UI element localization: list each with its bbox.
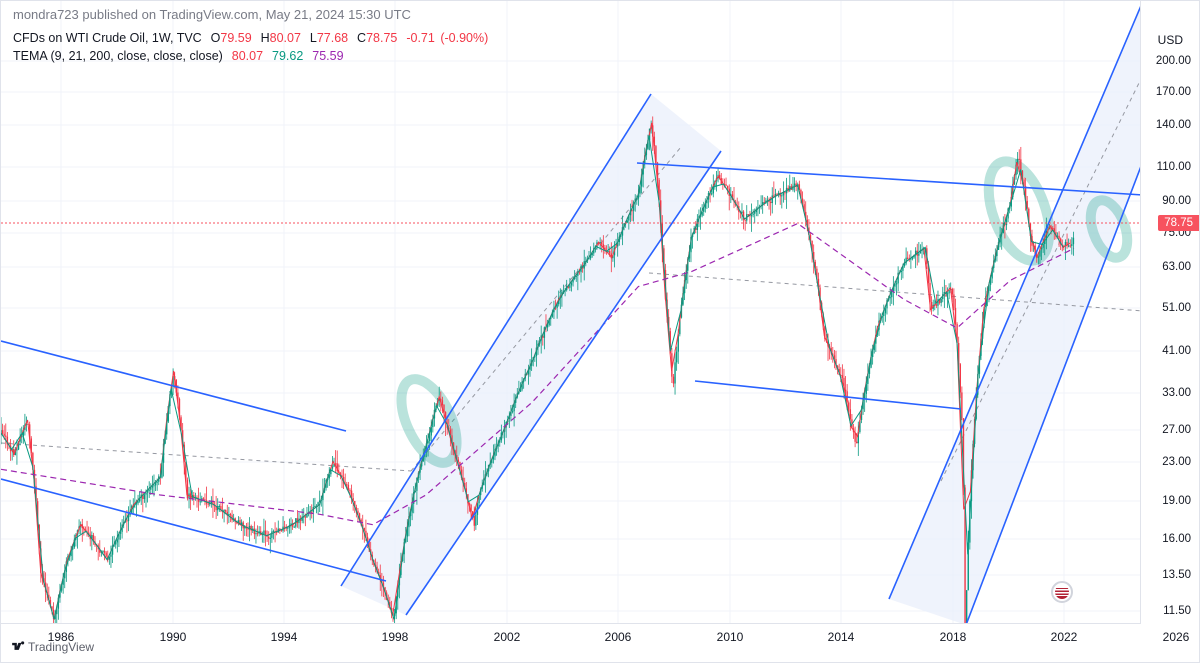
y-axis-label: 110.00: [1157, 161, 1191, 173]
y-axis-label: 170.00: [1156, 86, 1191, 98]
watermark-text: TradingView: [28, 640, 94, 654]
publish-header: mondra723 published on TradingView.com, …: [13, 7, 411, 22]
y-axis-label: 41.00: [1162, 345, 1191, 357]
y-axis-label: 140.00: [1156, 119, 1191, 131]
symbol-legend[interactable]: CFDs on WTI Crude Oil, 1W, TVC O79.59 H8…: [13, 31, 490, 45]
x-axis-label: 2010: [717, 630, 744, 644]
y-axis-label: 19.00: [1162, 495, 1191, 507]
x-axis-label: 2002: [494, 630, 521, 644]
tradingview-logo-icon: [11, 639, 25, 653]
current-price-tag: 78.75: [1158, 215, 1199, 231]
ohlc-open: 79.59: [220, 31, 251, 45]
x-axis-label: 2018: [940, 630, 967, 644]
us-flag-icon: [1051, 581, 1073, 603]
ohlc-change: -0.71: [406, 31, 435, 45]
x-axis-label: 2022: [1051, 630, 1078, 644]
ohlc-low: 77.68: [317, 31, 348, 45]
tema9-value: 80.07: [232, 49, 263, 63]
y-axis[interactable]: USD 200.00170.00140.00110.0090.0075.0063…: [1140, 1, 1199, 625]
x-axis-label: 2014: [828, 630, 855, 644]
y-axis-label: 13.50: [1162, 569, 1191, 581]
tradingview-watermark[interactable]: TradingView: [11, 639, 94, 654]
y-axis-label: 16.00: [1162, 533, 1191, 545]
x-axis-label: 2026: [1163, 630, 1190, 644]
indicator-name: TEMA (9, 21, 200, close, close, close): [13, 49, 223, 63]
y-axis-label: 27.00: [1162, 424, 1191, 436]
x-axis-label: 2006: [605, 630, 632, 644]
x-axis[interactable]: 1986199019941998200220062010201420182022…: [1, 623, 1141, 662]
x-axis-label: 1998: [382, 630, 409, 644]
y-axis-label: 33.00: [1162, 387, 1191, 399]
y-axis-label: 51.00: [1162, 302, 1191, 314]
chart-container: mondra723 published on TradingView.com, …: [0, 0, 1200, 663]
ohlc-high: 80.07: [270, 31, 301, 45]
tema21-value: 79.62: [272, 49, 303, 63]
price-chart-svg[interactable]: [1, 1, 1143, 625]
y-axis-label: 23.00: [1162, 456, 1191, 468]
y-axis-currency: USD: [1158, 33, 1183, 47]
y-axis-label: 90.00: [1162, 195, 1191, 207]
y-axis-label: 200.00: [1156, 55, 1191, 67]
ohlc-close: 78.75: [366, 31, 397, 45]
y-axis-label: 63.00: [1162, 261, 1191, 273]
symbol-name: CFDs on WTI Crude Oil, 1W, TVC: [13, 31, 202, 45]
x-axis-label: 1994: [271, 630, 298, 644]
indicator-legend[interactable]: TEMA (9, 21, 200, close, close, close) 8…: [13, 49, 346, 63]
tema200-value: 75.59: [312, 49, 343, 63]
x-axis-label: 1990: [160, 630, 187, 644]
ohlc-change-pct: (-0.90%): [440, 31, 488, 45]
y-axis-label: 11.50: [1163, 605, 1191, 617]
